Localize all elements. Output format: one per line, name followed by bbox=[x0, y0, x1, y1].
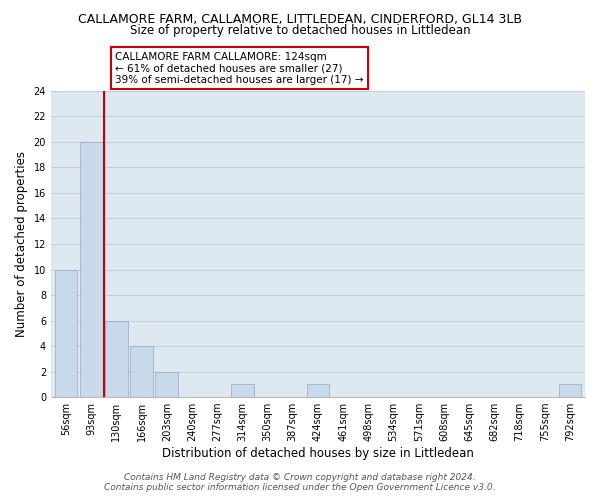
Bar bbox=[105, 320, 128, 397]
Y-axis label: Number of detached properties: Number of detached properties bbox=[15, 151, 28, 337]
Bar bbox=[231, 384, 254, 397]
Text: Contains HM Land Registry data © Crown copyright and database right 2024.
Contai: Contains HM Land Registry data © Crown c… bbox=[104, 473, 496, 492]
Bar bbox=[80, 142, 103, 397]
Bar bbox=[559, 384, 581, 397]
Text: Size of property relative to detached houses in Littledean: Size of property relative to detached ho… bbox=[130, 24, 470, 37]
Bar bbox=[307, 384, 329, 397]
Bar bbox=[130, 346, 153, 397]
Text: CALLAMORE FARM CALLAMORE: 124sqm
← 61% of detached houses are smaller (27)
39% o: CALLAMORE FARM CALLAMORE: 124sqm ← 61% o… bbox=[115, 52, 364, 85]
Text: CALLAMORE FARM, CALLAMORE, LITTLEDEAN, CINDERFORD, GL14 3LB: CALLAMORE FARM, CALLAMORE, LITTLEDEAN, C… bbox=[78, 12, 522, 26]
Bar bbox=[55, 270, 77, 397]
X-axis label: Distribution of detached houses by size in Littledean: Distribution of detached houses by size … bbox=[162, 447, 474, 460]
Bar bbox=[155, 372, 178, 397]
